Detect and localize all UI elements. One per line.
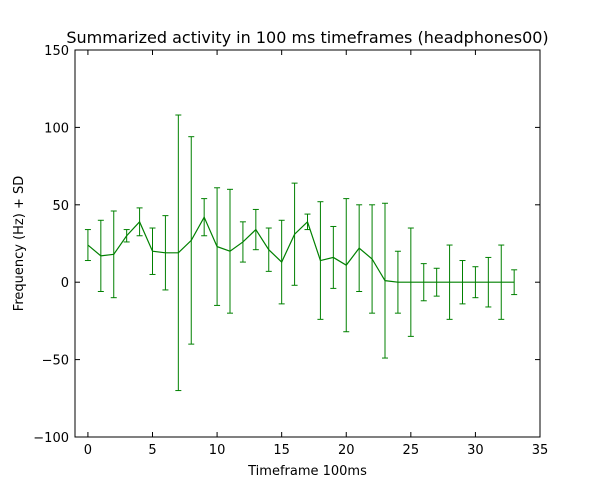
y-tick-label: 150 bbox=[44, 44, 69, 59]
y-tick-label: 0 bbox=[61, 276, 69, 291]
y-tick-label: 100 bbox=[44, 121, 69, 136]
x-axis-label: Timeframe 100ms bbox=[247, 464, 367, 479]
x-tick-label: 10 bbox=[209, 443, 226, 458]
y-axis-label: Frequency (Hz) + SD bbox=[12, 176, 27, 311]
plot-area bbox=[84, 114, 518, 392]
y-tick-label: 50 bbox=[52, 199, 69, 214]
y-tick-label: −100 bbox=[33, 431, 69, 446]
x-tick-label: 20 bbox=[338, 443, 355, 458]
axes: 0 5 10 15 20 25 30 35 −100 −50 0 50 100 150 bbox=[33, 44, 548, 458]
x-tick-label: 30 bbox=[467, 443, 484, 458]
x-tick-label: 15 bbox=[273, 443, 290, 458]
x-tick-label: 0 bbox=[84, 443, 92, 458]
chart-title: Summarized activity in 100 ms timeframes… bbox=[66, 28, 548, 47]
y-tick-label: −50 bbox=[42, 354, 69, 369]
plot-frame bbox=[74, 49, 541, 438]
x-tick-label: 25 bbox=[403, 443, 420, 458]
x-tick-label: 5 bbox=[148, 443, 156, 458]
series-line bbox=[87, 215, 515, 283]
x-tick-label: 35 bbox=[532, 443, 549, 458]
